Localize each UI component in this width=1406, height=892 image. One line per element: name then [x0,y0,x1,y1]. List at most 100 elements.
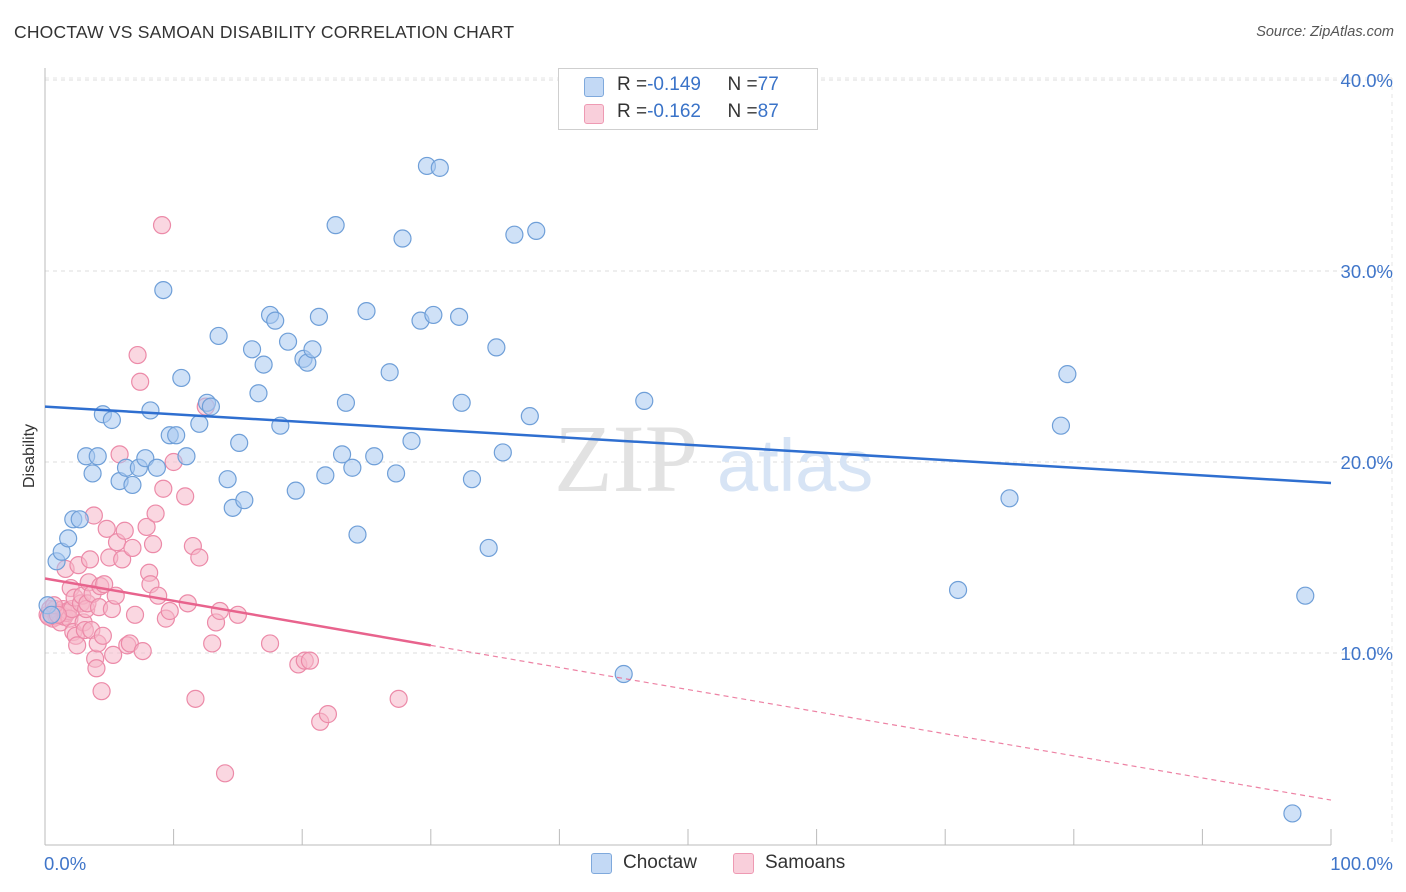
samoans-point [115,521,134,540]
choctaw-point [357,302,376,321]
choctaw-point [393,229,412,248]
choctaw-point [1296,586,1315,605]
y-tick-label: 10.0% [1341,643,1393,664]
x-tick-label: 100.0% [1330,853,1393,874]
samoans-point [318,705,338,724]
samoans-point [389,689,408,708]
n-label: N = [727,101,758,122]
samoans-point [93,626,112,645]
samoans-point [176,487,195,506]
choctaw-point [147,458,166,477]
choctaw-point [402,431,421,451]
choctaw-point [88,447,107,466]
choctaw-point [83,464,102,483]
samoans-point [137,517,156,537]
choctaw-point [235,491,254,510]
source-label: Source: ZipAtlas.com [1256,24,1394,40]
axes [44,68,1332,846]
samoans-point [154,479,173,498]
y-tick-label: 20.0% [1341,452,1393,473]
choctaw-point [309,307,329,326]
choctaw-point [1051,416,1071,435]
choctaw-point [332,445,352,464]
choctaw-point [167,426,186,445]
choctaw-point [249,384,268,403]
choctaw-point [230,433,249,452]
choctaw-point [123,475,142,495]
choctaw-point [326,216,345,235]
choctaw-point [141,401,160,420]
choctaw-point [1283,804,1302,823]
n-label: N = [727,74,758,95]
choctaw-point [336,393,356,412]
choctaw-point [172,368,191,388]
samoans-point [87,659,106,678]
samoans-point [92,682,111,701]
choctaw-point [462,470,482,489]
choctaw-point [348,525,367,544]
choctaw-point [487,338,506,357]
choctaw-point [1000,489,1019,508]
legend-samoans-label: Samoans [765,852,846,873]
choctaw-swatch [584,77,604,97]
samoans-point [146,504,165,523]
samoans-point [80,550,100,569]
choctaw-point [452,393,471,412]
legend-choctaw-label: Choctaw [623,852,697,873]
choctaw-point [505,225,524,244]
choctaw-point [343,458,362,477]
samoans-point [160,601,179,621]
choctaw-point [948,580,968,600]
samoans-point [190,548,209,567]
choctaw-point [242,340,262,359]
correlation-legend: R = -0.149 N = 77 R = -0.162 N = 87 [558,68,818,130]
n-value: 87 [757,101,779,122]
n-value: 77 [757,74,779,95]
choctaw-point [201,397,220,416]
choctaw-point [266,311,285,330]
r-label: R = [617,74,648,95]
samoans-trend-line [44,577,432,647]
choctaw-point [177,447,196,466]
choctaw-point [527,221,546,240]
choctaw-point [365,447,384,466]
choctaw-point [635,391,654,410]
choctaw-point [102,410,121,430]
tick-labels: 10.0% 20.0% 30.0% 40.0% 0.0% 100.0% [44,70,1393,874]
choctaw-point [316,466,335,485]
y-tick-label: 30.0% [1341,261,1393,282]
samoans-point [68,636,87,655]
choctaw-point [70,510,89,529]
y-tick-label: 40.0% [1341,70,1393,91]
samoans-swatch [584,104,604,124]
r-label: R = [617,101,648,122]
samoans-point [113,550,132,569]
samoans-point [260,634,280,653]
choctaw-point [254,355,273,374]
samoans-point [215,764,235,783]
samoans-point [131,372,150,391]
choctaw-point [154,281,173,300]
legend-choctaw-swatch [591,853,612,874]
choctaw-point [493,443,512,462]
choctaw-point [190,414,209,433]
samoans-point [143,535,163,554]
r-value: -0.149 [647,74,701,95]
samoans-trend-extension [430,644,1332,801]
trend-lines [44,405,1332,801]
choctaw-point [479,538,498,558]
samoans-point [123,538,142,558]
samoans-point [149,586,168,605]
choctaw-point [218,470,237,489]
choctaw-point [520,407,539,426]
choctaw-point [430,158,449,177]
legend-samoans-swatch [733,853,754,874]
choctaw-point [424,305,443,325]
choctaw-point [449,307,469,326]
y-axis-label: Disability [21,424,38,488]
samoans-point [300,651,320,670]
choctaw-point [286,481,305,500]
samoans-point [186,689,205,708]
watermark-atlas: atlas [717,424,873,507]
